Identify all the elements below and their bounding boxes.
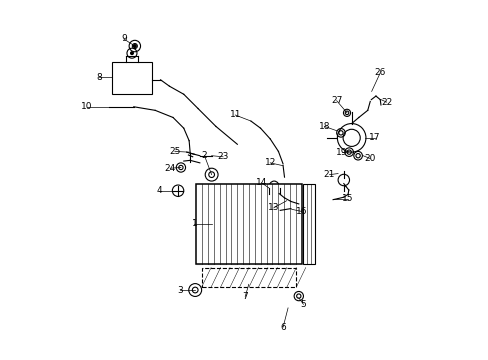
Polygon shape (219, 184, 225, 264)
Text: 12: 12 (264, 158, 275, 167)
Bar (112, 62, 151, 94)
Polygon shape (289, 184, 295, 264)
Text: 25: 25 (169, 147, 180, 156)
Text: 9: 9 (121, 35, 126, 44)
Text: 2: 2 (201, 151, 207, 160)
Text: 3: 3 (177, 285, 183, 294)
Circle shape (130, 52, 133, 55)
Text: 14: 14 (255, 178, 267, 187)
Text: 7: 7 (242, 292, 247, 301)
Bar (201, 267, 296, 287)
Text: 5: 5 (300, 300, 305, 309)
Text: 4: 4 (156, 186, 162, 195)
Text: 18: 18 (318, 122, 329, 131)
Text: 10: 10 (81, 102, 92, 111)
Polygon shape (207, 184, 213, 264)
Text: 21: 21 (323, 170, 334, 179)
Text: 26: 26 (374, 68, 385, 77)
Text: 13: 13 (267, 203, 279, 212)
Text: 27: 27 (330, 96, 342, 105)
Polygon shape (254, 184, 260, 264)
Bar (302, 184, 314, 264)
Text: 11: 11 (229, 111, 241, 120)
Text: 6: 6 (280, 323, 285, 332)
Circle shape (133, 45, 136, 48)
Polygon shape (231, 184, 237, 264)
Text: 1: 1 (191, 219, 197, 228)
Bar (196, 184, 301, 264)
Polygon shape (278, 184, 284, 264)
Text: 20: 20 (364, 154, 375, 163)
Text: 15: 15 (342, 194, 353, 203)
Text: 23: 23 (217, 152, 228, 161)
Text: 17: 17 (368, 133, 380, 142)
Text: 8: 8 (96, 73, 102, 82)
Polygon shape (266, 184, 272, 264)
Polygon shape (196, 184, 202, 264)
Text: 16: 16 (295, 207, 307, 216)
Text: 24: 24 (164, 164, 176, 173)
Text: 22: 22 (380, 98, 391, 107)
Text: 19: 19 (335, 148, 346, 157)
Polygon shape (243, 184, 248, 264)
